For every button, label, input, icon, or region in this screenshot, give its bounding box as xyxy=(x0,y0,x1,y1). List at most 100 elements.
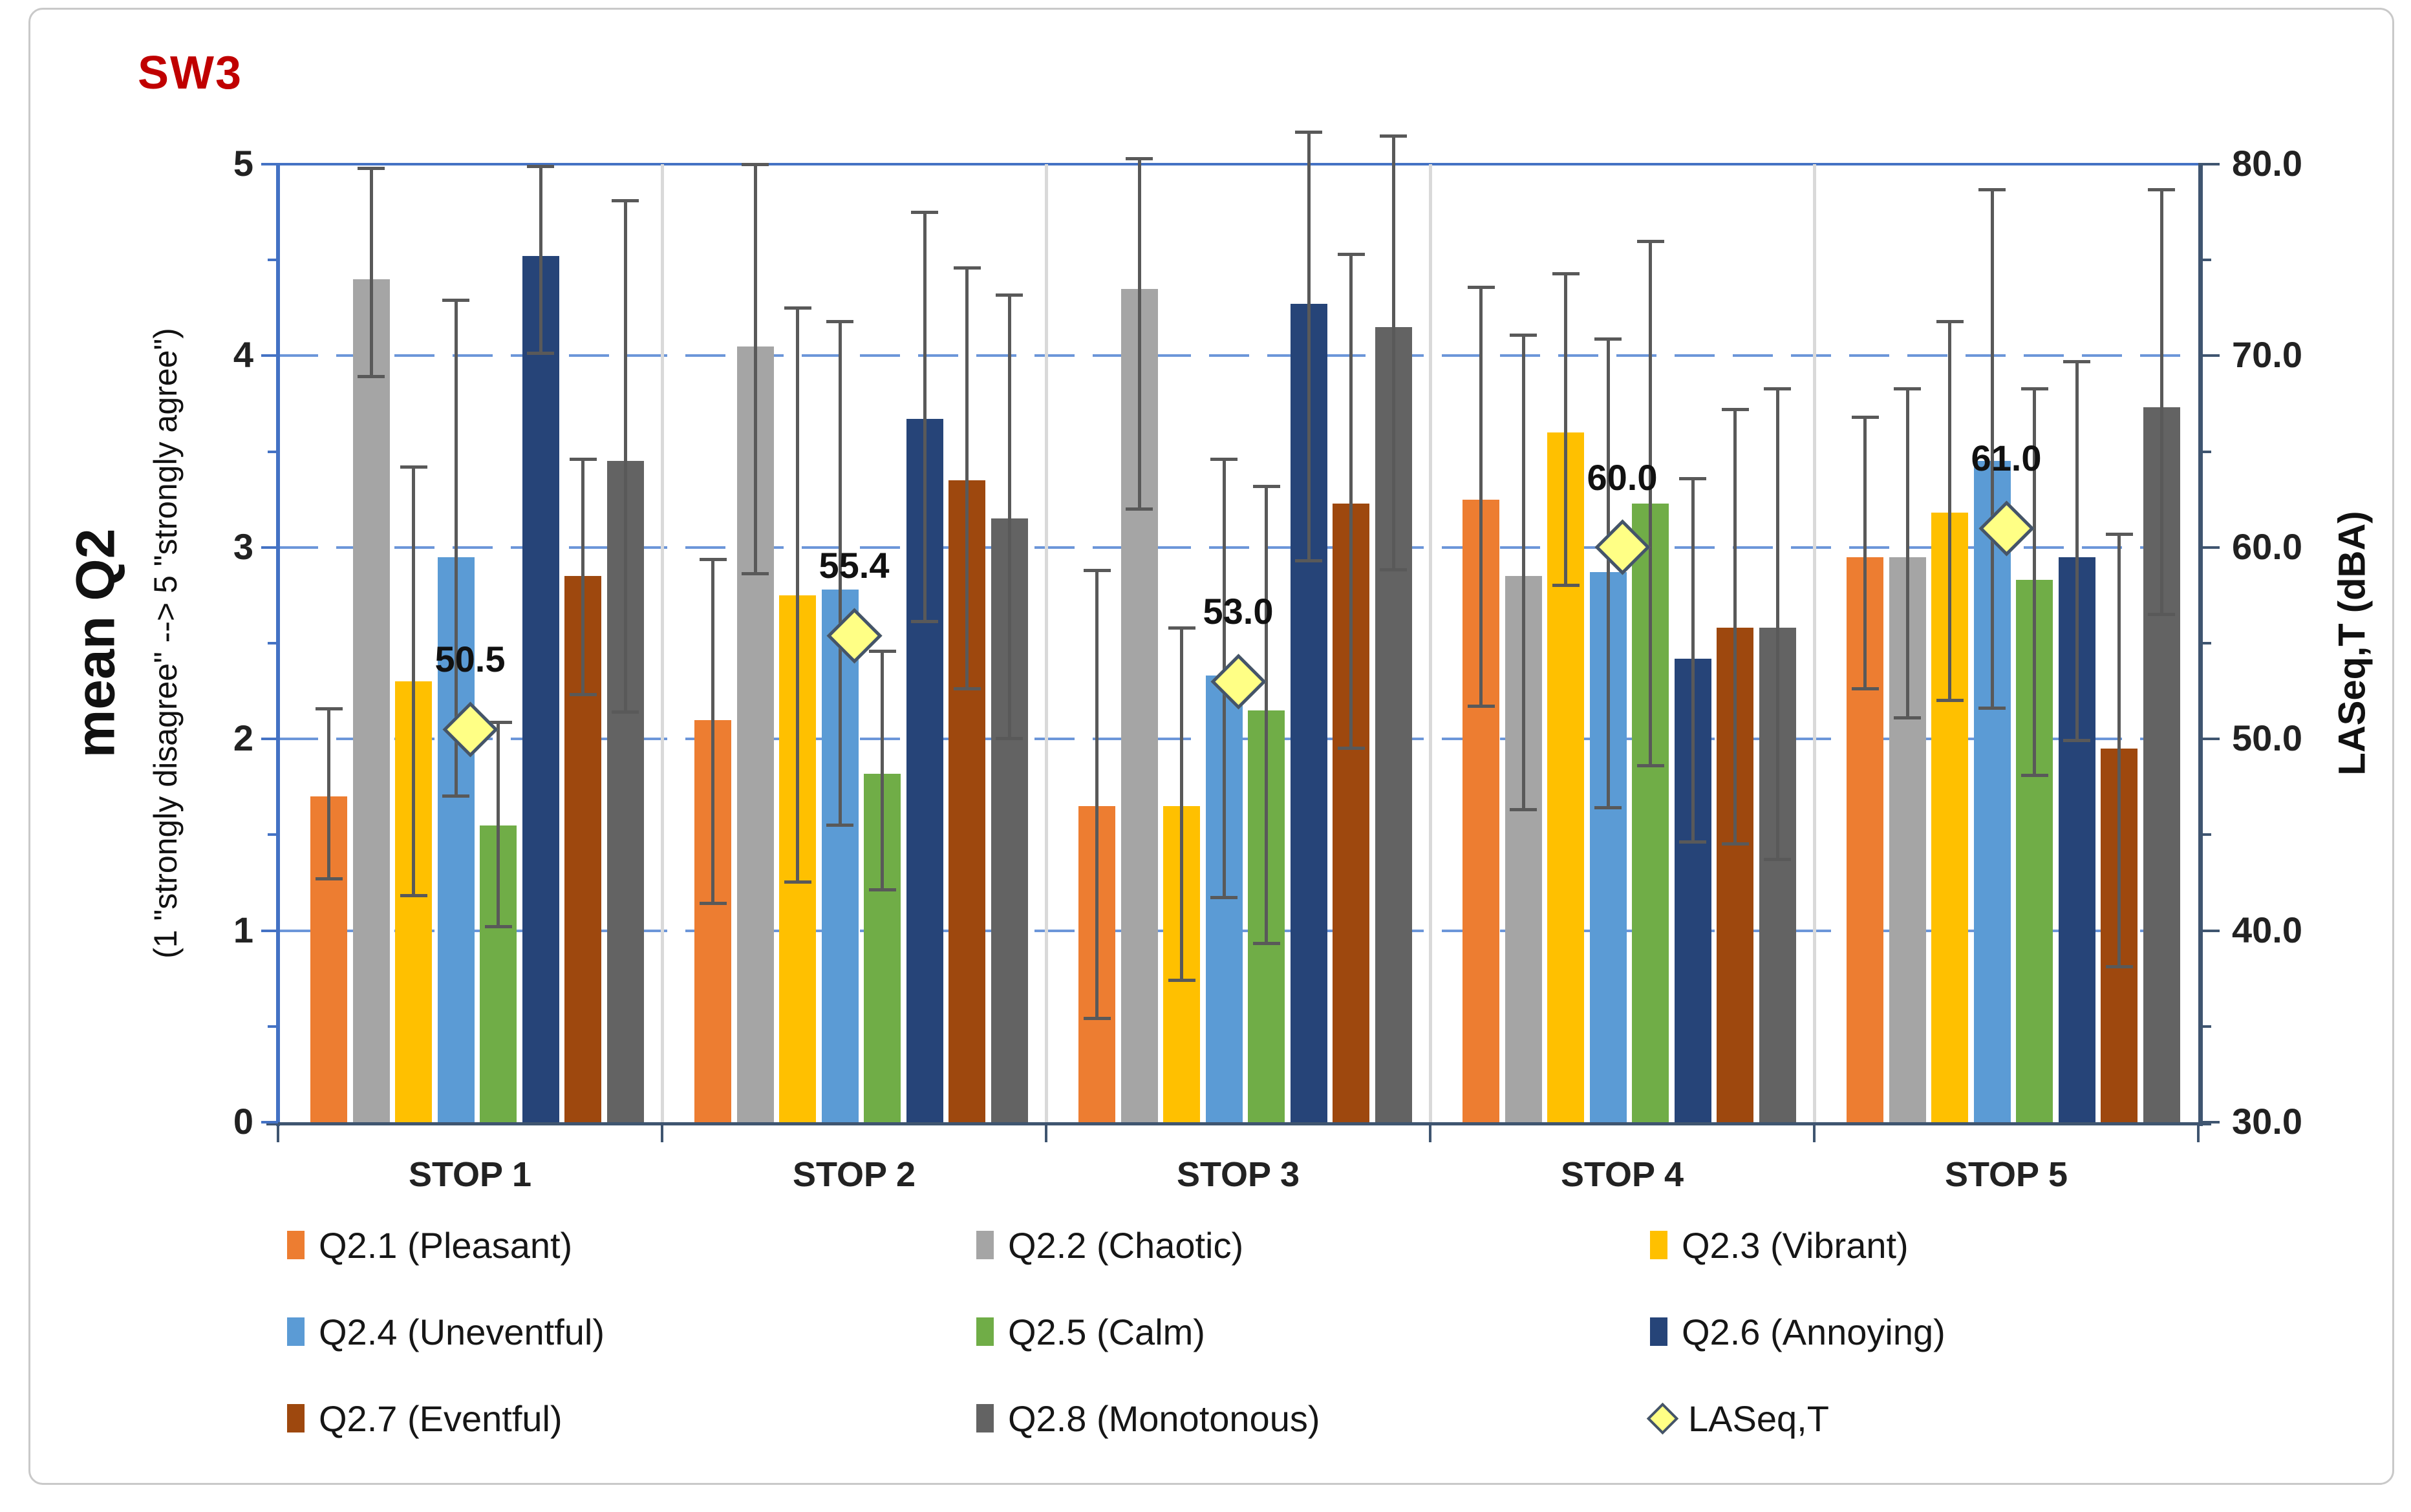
error-bar-cap-top xyxy=(1552,272,1580,275)
error-bar-cap-bottom xyxy=(527,352,555,356)
bar-Q2.6-stop1 xyxy=(522,256,559,1122)
error-bar-cap-top xyxy=(1721,408,1749,412)
gridline-3 xyxy=(278,546,2198,549)
error-bar xyxy=(484,720,512,928)
error-bar xyxy=(1894,387,1922,719)
laseq-data-label: 50.5 xyxy=(434,639,506,680)
error-bar xyxy=(400,465,427,898)
error-bar-cap-top xyxy=(1594,337,1622,341)
error-bar xyxy=(1764,387,1792,861)
error-bar-cap-top xyxy=(527,164,555,168)
error-bar-cap-top xyxy=(826,320,854,324)
error-bar-cap-bottom xyxy=(1636,763,1664,767)
error-bar-line xyxy=(881,650,884,891)
error-bar xyxy=(315,707,343,880)
error-bar-cap-bottom xyxy=(2105,964,2133,968)
right-axis-major-tick xyxy=(2203,929,2220,932)
error-bar-cap-bottom xyxy=(1337,747,1365,750)
error-bar xyxy=(569,458,597,697)
error-bar-line xyxy=(1948,321,1952,701)
error-bar-line xyxy=(711,559,714,904)
error-bar-cap-top xyxy=(612,199,639,203)
error-bar-line xyxy=(1349,254,1353,749)
category-separator xyxy=(1813,164,1816,1122)
error-bar-line xyxy=(2117,534,2121,967)
right-axis-tick-label: 60.0 xyxy=(2232,526,2302,567)
error-bar-cap-bottom xyxy=(400,894,427,898)
error-bar-line xyxy=(1990,189,1994,708)
error-bar xyxy=(2063,360,2091,743)
error-bar xyxy=(442,299,470,798)
legend-swatch-icon xyxy=(1650,1231,1667,1259)
left-axis-major-tick xyxy=(261,1121,278,1123)
error-bar xyxy=(1168,626,1195,982)
error-bar-cap-bottom xyxy=(1721,842,1749,846)
error-bar-line xyxy=(2075,361,2079,741)
error-bar-cap-bottom xyxy=(612,710,639,714)
error-bar-line xyxy=(412,467,416,897)
category-separator xyxy=(661,164,664,1122)
legend-swatch-icon xyxy=(976,1404,994,1432)
error-bar-cap-bottom xyxy=(1552,584,1580,588)
legend-item: Q2.5 (Calm) xyxy=(976,1312,1205,1352)
error-bar xyxy=(1679,477,1707,844)
legend-label: Q2.1 (Pleasant) xyxy=(319,1224,573,1266)
bottom-axis-tick xyxy=(1429,1125,1431,1142)
error-bar xyxy=(1594,337,1622,809)
error-bar-line xyxy=(1391,135,1395,571)
error-bar-cap-top xyxy=(1679,477,1707,481)
error-bar-cap-bottom xyxy=(1168,978,1195,982)
error-bar-line xyxy=(838,321,842,825)
left-axis-minor-tick xyxy=(268,833,277,836)
legend-diamond-icon xyxy=(1646,1402,1679,1434)
error-bar-line xyxy=(1307,131,1311,561)
bottom-axis-tick xyxy=(1045,1125,1047,1142)
left-axis-minor-tick xyxy=(268,1025,277,1028)
error-bar-line xyxy=(1691,478,1695,843)
error-bar-cap-bottom xyxy=(315,877,343,880)
error-bar-cap-bottom xyxy=(1210,896,1238,900)
error-bar-line xyxy=(2033,388,2037,776)
error-bar-line xyxy=(1180,628,1184,981)
error-bar xyxy=(1380,134,1408,572)
error-bar-cap-top xyxy=(442,299,470,303)
bottom-axis-tick xyxy=(1813,1125,1816,1142)
error-bar-cap-top xyxy=(400,465,427,469)
error-bar-cap-top xyxy=(1083,569,1111,573)
error-bar-cap-top xyxy=(953,266,981,270)
error-bar-cap-top xyxy=(1978,187,2006,191)
error-bar xyxy=(612,199,639,714)
error-bar-cap-top xyxy=(1467,285,1495,289)
bottom-axis-line xyxy=(266,1122,2211,1125)
error-bar-cap-bottom xyxy=(358,374,385,378)
error-bar xyxy=(1510,333,1538,811)
right-axis-tick-label: 50.0 xyxy=(2232,718,2302,759)
bottom-axis-tick xyxy=(277,1125,279,1142)
error-bar-cap-top xyxy=(911,211,939,215)
left-axis-subtitle: (1 "strongly disagree" --> 5 "strongly a… xyxy=(147,328,184,959)
chart-title: SW3 xyxy=(138,47,243,99)
error-bar-line xyxy=(454,300,458,797)
error-bar-cap-bottom xyxy=(1083,1016,1111,1020)
error-bar xyxy=(996,293,1023,741)
legend-swatch-icon xyxy=(976,1231,994,1259)
error-bar xyxy=(1636,239,1664,767)
bottom-axis-tick xyxy=(2197,1125,2200,1142)
gridline-top xyxy=(278,163,2198,165)
left-axis-tick-label: 2 xyxy=(233,718,253,759)
error-bar-cap-top xyxy=(784,306,811,310)
error-bar-cap-bottom xyxy=(1467,704,1495,708)
error-bar-cap-bottom xyxy=(1594,805,1622,809)
error-bar-cap-top xyxy=(1295,130,1323,134)
error-bar-cap-bottom xyxy=(911,620,939,624)
left-axis-major-tick xyxy=(261,354,278,357)
left-axis-tick-label: 5 xyxy=(233,143,253,184)
category-separator xyxy=(1429,164,1432,1122)
error-bar-line xyxy=(327,708,330,879)
error-bar xyxy=(784,306,811,884)
error-bar-cap-top xyxy=(742,163,769,166)
error-bar xyxy=(911,211,939,624)
error-bar-cap-bottom xyxy=(2148,612,2176,616)
error-bar-line xyxy=(2159,189,2163,615)
legend-swatch-icon xyxy=(287,1231,305,1259)
